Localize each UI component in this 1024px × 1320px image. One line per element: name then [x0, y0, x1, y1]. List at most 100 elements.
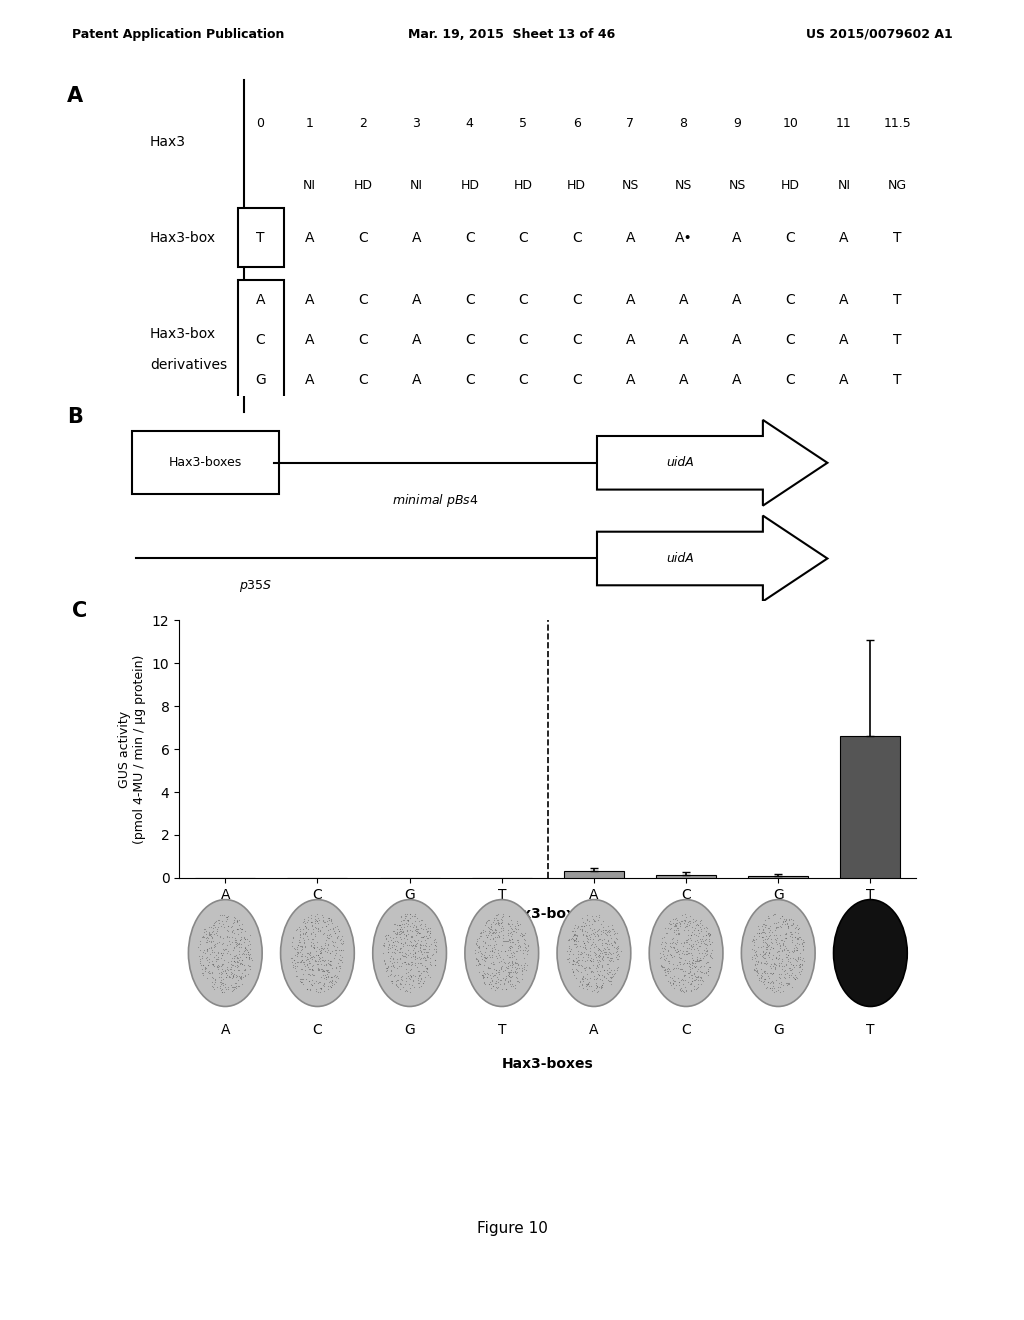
- Point: [593, 935, 609, 956]
- Point: [408, 916, 424, 937]
- Point: [510, 937, 526, 958]
- Text: A: A: [412, 333, 421, 347]
- Point: [412, 946, 428, 968]
- Point: [294, 945, 310, 966]
- Point: [701, 923, 718, 944]
- Point: [687, 917, 703, 939]
- Point: [503, 960, 519, 981]
- Point: [695, 948, 712, 969]
- Point: [508, 966, 524, 987]
- Point: [678, 916, 694, 937]
- Point: [500, 957, 516, 978]
- Point: [774, 956, 791, 977]
- Point: [667, 920, 683, 941]
- Point: [395, 927, 412, 948]
- Point: [662, 958, 678, 979]
- Text: A: A: [679, 293, 688, 306]
- Point: [285, 928, 301, 949]
- Point: [663, 913, 679, 935]
- Point: [194, 948, 210, 969]
- Point: [315, 961, 332, 982]
- Point: [788, 940, 805, 961]
- Point: [209, 956, 225, 977]
- Point: [314, 916, 331, 937]
- Point: [378, 924, 394, 945]
- Point: [308, 909, 325, 931]
- Point: [498, 952, 514, 973]
- Point: [237, 937, 253, 958]
- Point: [490, 960, 507, 981]
- Point: [476, 944, 493, 965]
- Point: [759, 939, 775, 960]
- Point: [427, 954, 443, 975]
- Point: [217, 962, 233, 983]
- Point: [299, 979, 315, 1001]
- Point: [603, 950, 620, 972]
- Point: [408, 941, 424, 962]
- Point: [287, 957, 303, 978]
- Point: [198, 928, 214, 949]
- Point: [673, 913, 689, 935]
- Point: [228, 948, 245, 969]
- Point: [601, 939, 617, 960]
- Point: [228, 964, 245, 985]
- Point: [566, 923, 583, 944]
- Point: [672, 954, 688, 975]
- Point: [318, 960, 335, 981]
- Point: [392, 974, 409, 995]
- Text: Hax3: Hax3: [151, 135, 186, 149]
- Point: [590, 981, 606, 1002]
- Point: [604, 966, 621, 987]
- Point: [794, 954, 810, 975]
- Point: [566, 917, 583, 939]
- Point: [698, 941, 715, 962]
- Point: [763, 936, 779, 957]
- Point: [412, 953, 428, 974]
- Point: [569, 925, 586, 946]
- Point: [407, 904, 423, 925]
- Point: [241, 956, 257, 977]
- Point: [777, 909, 794, 931]
- Point: [584, 933, 600, 954]
- Point: [520, 936, 537, 957]
- Point: [476, 954, 493, 975]
- Point: [698, 940, 715, 961]
- Point: [304, 945, 321, 966]
- Point: [702, 956, 719, 977]
- Point: [748, 961, 764, 982]
- Point: [578, 950, 594, 972]
- Point: [761, 917, 777, 939]
- Point: [488, 945, 505, 966]
- Point: [578, 936, 594, 957]
- Point: [428, 939, 444, 960]
- Point: [301, 950, 317, 972]
- Point: [403, 927, 420, 948]
- Point: [672, 979, 688, 1001]
- Point: [575, 941, 592, 962]
- Point: [567, 933, 584, 954]
- Point: [206, 946, 222, 968]
- Point: [288, 966, 304, 987]
- Point: [676, 952, 692, 973]
- Point: [758, 936, 774, 957]
- Point: [203, 924, 219, 945]
- Point: [295, 964, 311, 985]
- Point: [303, 936, 319, 957]
- Point: [398, 920, 415, 941]
- Point: [208, 911, 224, 932]
- Point: [580, 944, 596, 965]
- Point: [655, 937, 672, 958]
- Point: [409, 923, 425, 944]
- Point: [391, 915, 408, 936]
- Point: [575, 957, 592, 978]
- Point: [683, 924, 699, 945]
- Point: [309, 904, 326, 925]
- Point: [205, 968, 221, 989]
- Point: [395, 977, 412, 998]
- Point: [685, 935, 701, 956]
- Point: [767, 917, 783, 939]
- Point: [470, 952, 486, 973]
- Point: [516, 948, 532, 969]
- Point: [321, 913, 337, 935]
- Point: [411, 960, 427, 981]
